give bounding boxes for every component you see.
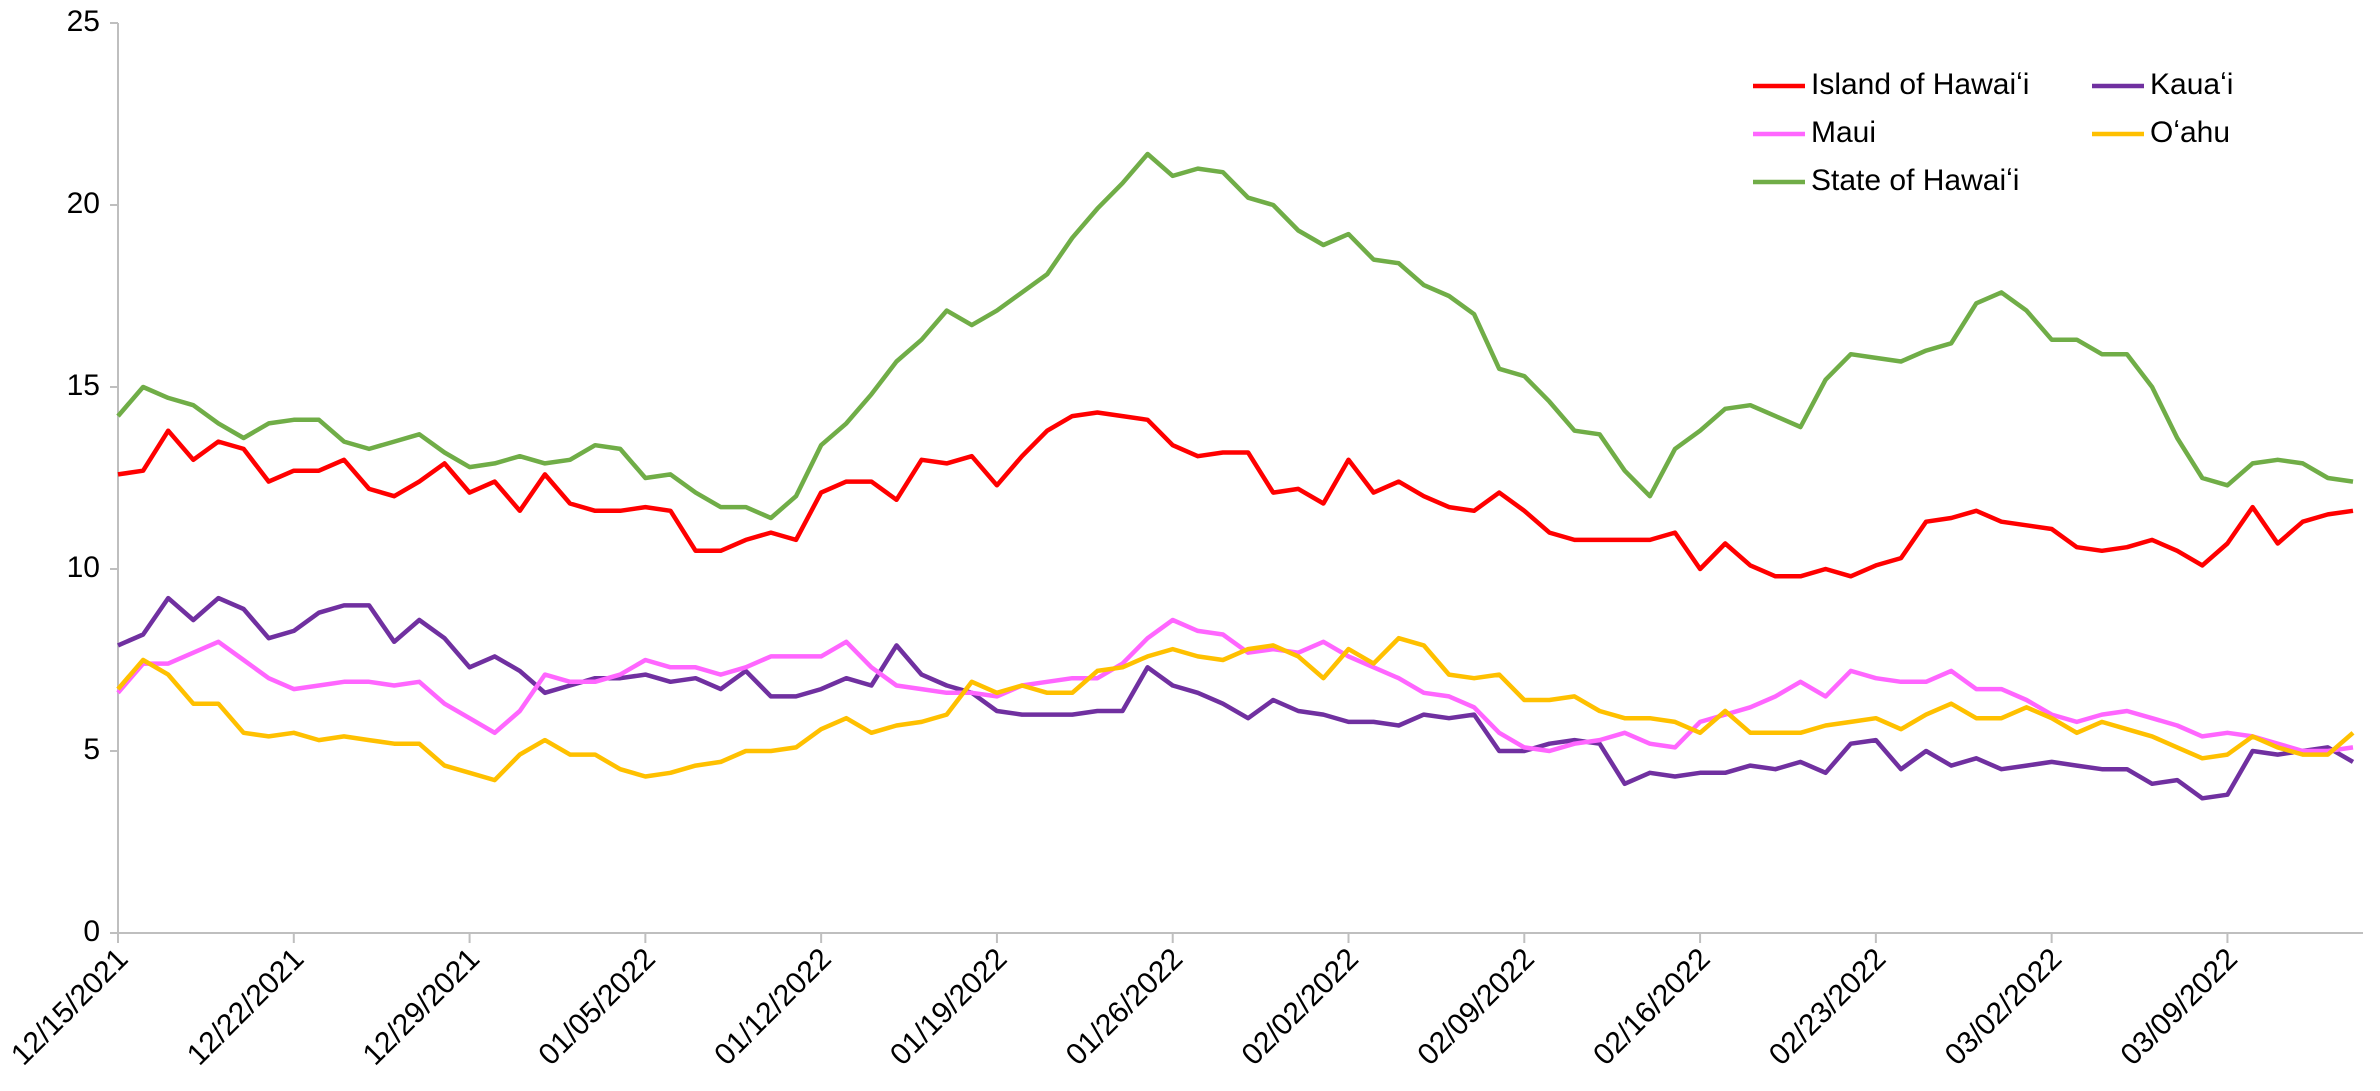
y-tick-label: 10 bbox=[67, 551, 100, 584]
series-line bbox=[117, 595, 2355, 801]
x-tick-label: 12/15/2021 bbox=[5, 942, 135, 1072]
x-tick-label: 02/09/2022 bbox=[1411, 942, 1541, 1072]
legend-label: Kauaʻi bbox=[2150, 68, 2233, 101]
x-tick-label: 02/02/2022 bbox=[1236, 942, 1366, 1072]
legend-label: Maui bbox=[1811, 116, 1876, 149]
legend-label: State of Hawaiʻi bbox=[1811, 164, 2019, 197]
x-tick-label: 02/16/2022 bbox=[1587, 942, 1717, 1072]
x-tick-label: 02/23/2022 bbox=[1763, 942, 1893, 1072]
x-tick-label: 03/09/2022 bbox=[2114, 942, 2244, 1072]
series-line bbox=[116, 617, 2354, 754]
x-tick-label: 01/26/2022 bbox=[1060, 942, 1190, 1072]
x-tick-label: 03/02/2022 bbox=[1939, 942, 2069, 1072]
x-tick-label: 01/12/2022 bbox=[708, 942, 838, 1072]
y-tick-label: 25 bbox=[67, 5, 100, 38]
x-tick-label: 01/05/2022 bbox=[532, 942, 662, 1072]
series-line bbox=[116, 151, 2354, 521]
legend-label: Oʻahu bbox=[2150, 116, 2230, 149]
y-tick-label: 0 bbox=[83, 915, 100, 948]
series-line bbox=[116, 635, 2355, 783]
y-tick-label: 20 bbox=[67, 187, 100, 220]
y-tick-label: 15 bbox=[67, 369, 100, 402]
series-line bbox=[117, 410, 2354, 579]
x-tick-label: 12/29/2021 bbox=[357, 942, 487, 1072]
y-tick-label: 5 bbox=[83, 733, 100, 766]
legend-label: Island of Hawaiʻi bbox=[1811, 68, 2029, 101]
x-tick-label: 12/22/2021 bbox=[181, 942, 311, 1072]
x-tick-label: 01/19/2022 bbox=[884, 942, 1014, 1072]
